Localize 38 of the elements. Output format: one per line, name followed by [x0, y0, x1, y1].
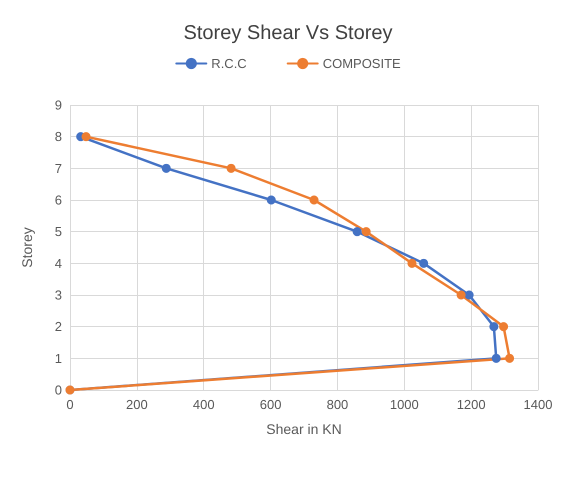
point	[456, 290, 466, 300]
y-tick-label: 4	[54, 256, 62, 271]
y-tick-label: 0	[54, 382, 62, 398]
point	[489, 322, 498, 332]
point	[226, 164, 236, 173]
y-tick-label: 1	[54, 350, 62, 366]
legend-label: R.C.C	[211, 56, 247, 71]
y-axis-title: Storey	[19, 227, 35, 268]
point	[352, 227, 362, 236]
x-axis-title: Shear in KN	[266, 421, 342, 437]
point	[310, 196, 319, 204]
x-tick-label: 1400	[524, 397, 552, 412]
point	[499, 322, 508, 332]
point	[505, 354, 514, 363]
point	[162, 164, 171, 173]
point	[266, 196, 276, 204]
point	[362, 227, 371, 236]
y-tick-label: 8	[54, 129, 62, 144]
chart-title: Storey Shear Vs Storey	[184, 22, 392, 44]
x-tick-label: 200	[126, 397, 148, 412]
y-tick-label: 5	[54, 224, 62, 240]
x-tick-label: 600	[260, 397, 282, 412]
x-tick-label: 1000	[390, 397, 419, 412]
y-tick-label: 9	[54, 98, 62, 112]
x-tick-label: 400	[192, 397, 215, 412]
y-tick-label: 2	[54, 319, 62, 334]
point	[419, 258, 428, 268]
y-tick-label: 7	[54, 160, 62, 176]
legend-label: COMPOSITE	[322, 56, 402, 71]
point	[82, 132, 91, 142]
y-tick-label: 3	[54, 288, 62, 302]
x-tick-label: 0	[66, 397, 74, 412]
point	[492, 354, 501, 363]
point	[464, 290, 474, 300]
point	[407, 258, 416, 268]
x-tick-label: 800	[326, 397, 348, 412]
x-tick-label: 1200	[456, 397, 486, 412]
y-tick-label: 6	[54, 192, 62, 208]
